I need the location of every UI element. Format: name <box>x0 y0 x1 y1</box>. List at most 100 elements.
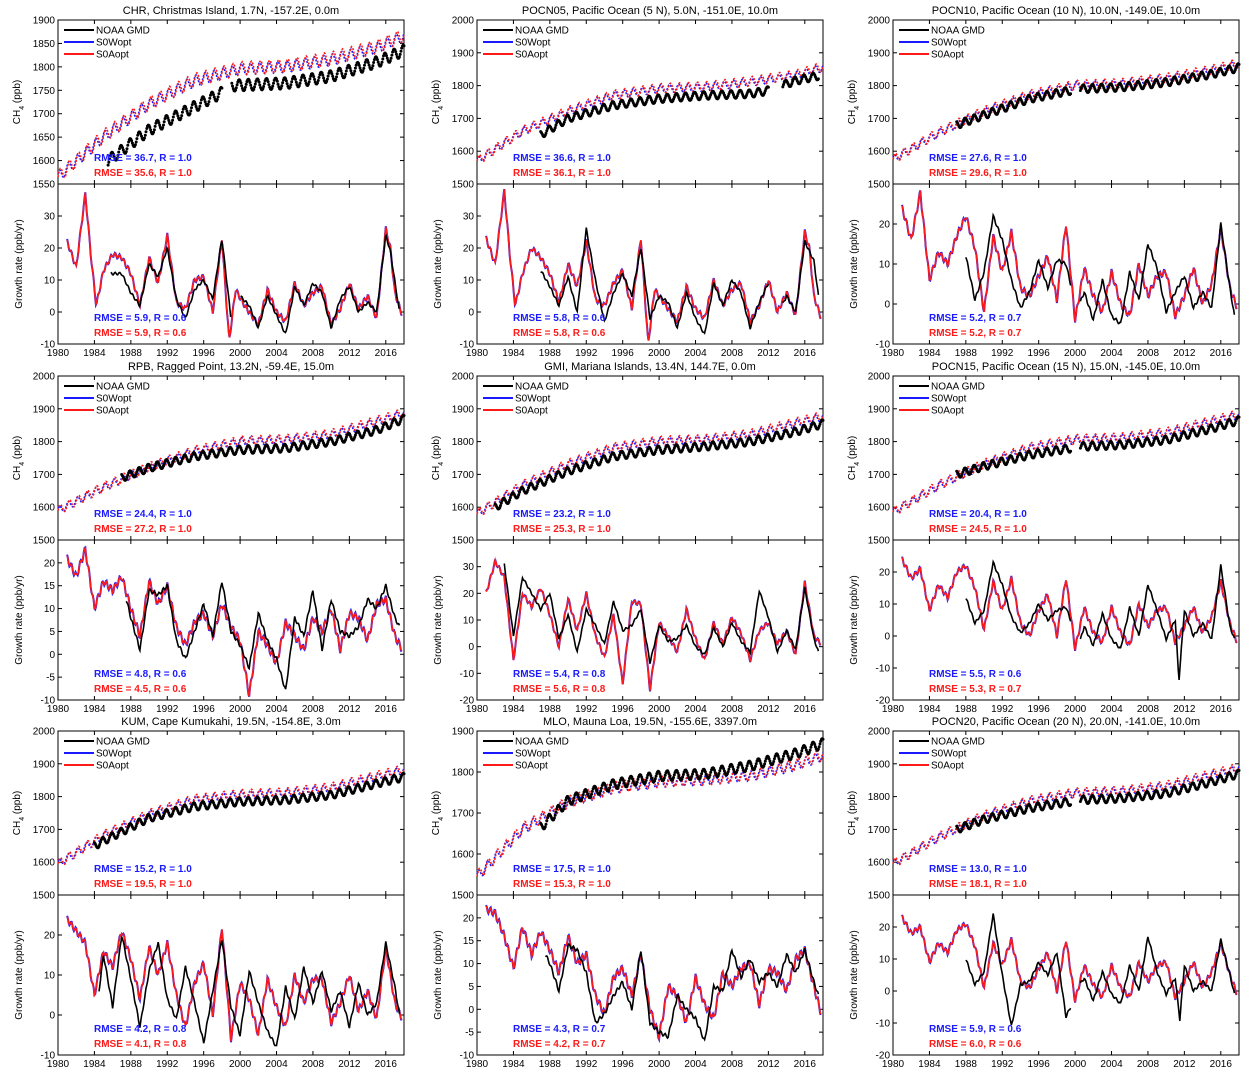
x-tick-label: 1988 <box>120 704 143 715</box>
data-point <box>562 472 566 476</box>
rmse-stat-s0aopt: RMSE = 36.1, R = 1.0 <box>513 168 611 179</box>
data-point <box>552 816 556 820</box>
data-point <box>281 81 285 85</box>
panel-title: MLO, Mauna Loa, 19.5N, -155.6E, 3397.0m <box>543 716 757 728</box>
concentration-plot: 1500 1600 1700 1800 1900 2000 CH4 (ppb) NOAA GM… <box>431 372 825 547</box>
data-point <box>371 64 375 68</box>
panel-title: KUM, Cape Kumukahi, 19.5N, -154.8E, 3.0m <box>121 716 341 728</box>
x-tick-label: 1996 <box>612 1059 635 1070</box>
rmse-stat-s0wopt: RMSE = 36.7, R = 1.0 <box>94 153 192 164</box>
x-tick-label: 1988 <box>120 1059 143 1070</box>
data-point <box>517 493 521 497</box>
x-tick-label: 2004 <box>684 348 707 359</box>
data-point <box>508 498 512 502</box>
data-point <box>817 745 821 749</box>
rmse-stat-s0aopt: RMSE = 18.1, R = 1.0 <box>929 879 1027 890</box>
data-point <box>106 163 110 167</box>
y-tick-label: 15 <box>44 581 56 592</box>
y-tick-label: 1600 <box>33 858 56 869</box>
data-point <box>153 124 157 128</box>
y-tick-label: 1500 <box>452 180 475 191</box>
data-point <box>700 772 704 776</box>
data-point <box>136 133 140 137</box>
data-point <box>180 114 184 118</box>
data-point <box>553 476 557 480</box>
y-tick-label: 1600 <box>452 850 475 861</box>
rmse-stat-s0aopt: RMSE = 5.3, R = 0.7 <box>929 684 1022 695</box>
station-panel: POCN20, Pacific Ocean (20 N), 20.0N, -14… <box>847 716 1241 1070</box>
rmse-stat-s0wopt: RMSE = 5.9, R = 0.6 <box>929 1024 1022 1035</box>
y-tick-label: -10 <box>41 696 56 707</box>
data-point <box>758 759 762 763</box>
y-tick-label: 5 <box>49 627 55 638</box>
growth-rate-plot: -10 -5 0 5 10 15 20 1980 1984 1988 1992 1996 2000 200… <box>433 894 824 1070</box>
data-point <box>335 72 339 76</box>
growth-rate-plot: -10 0 10 20 1980 1984 1988 1992 1996 2000 2004 2008… <box>14 894 405 1070</box>
y-tick-label: 1800 <box>452 81 475 92</box>
series-noaa-conc <box>955 768 1241 834</box>
data-point <box>284 79 288 83</box>
data-point <box>133 143 137 147</box>
data-point <box>125 475 129 479</box>
y-tick-label: 1700 <box>452 809 475 820</box>
x-tick-label: 1980 <box>47 704 70 715</box>
data-point <box>649 774 653 778</box>
series-s0wopt-conc <box>892 61 1240 161</box>
x-tick-label: 2000 <box>229 348 252 359</box>
data-point <box>526 488 530 492</box>
data-point <box>313 77 316 81</box>
y-tick-label: 1700 <box>452 114 475 125</box>
data-point <box>717 772 721 775</box>
series-s0aopt-growth <box>66 916 403 1042</box>
data-point <box>544 131 548 135</box>
y-tick-label: 20 <box>44 558 56 569</box>
data-point <box>199 101 203 105</box>
x-tick-label: 1992 <box>156 704 179 715</box>
data-point <box>389 56 393 60</box>
data-point <box>108 835 112 839</box>
data-point <box>334 77 338 81</box>
y-tick-label: 10 <box>463 616 475 627</box>
series-s0wopt-conc <box>892 412 1240 514</box>
panel-title: POCN15, Pacific Ocean (15 N), 15.0N, -14… <box>932 361 1200 373</box>
x-tick-label: 2000 <box>648 704 671 715</box>
y-tick-label: 1900 <box>452 727 475 738</box>
data-point <box>303 76 307 80</box>
plot-frame <box>476 183 824 345</box>
data-point <box>799 752 803 756</box>
y-tick-label: 30 <box>463 562 475 573</box>
data-point <box>744 767 748 770</box>
station-panel: POCN10, Pacific Ocean (10 N), 10.0N, -14… <box>847 5 1241 359</box>
x-tick-label: 1992 <box>575 704 598 715</box>
data-point <box>231 84 234 88</box>
x-tick-label: 1988 <box>120 348 143 359</box>
series-noaa-conc <box>539 71 820 139</box>
data-point <box>735 768 739 772</box>
y-tick-label: 1500 <box>868 536 891 547</box>
y-axis-label: Growth rate (ppb/yr) <box>849 930 860 1019</box>
data-point <box>162 120 166 124</box>
x-tick-label: 1996 <box>193 704 216 715</box>
data-point <box>144 130 148 134</box>
x-tick-label: 2016 <box>794 704 817 715</box>
x-tick-label: 2004 <box>265 704 288 715</box>
concentration-plot: 1500 1600 1700 1800 1900 2000 CH4 (ppb) NOAA GM… <box>12 372 406 547</box>
x-tick-label: 2000 <box>1064 1059 1087 1070</box>
x-tick-label: 1996 <box>1028 1059 1051 1070</box>
x-tick-label: 1992 <box>156 348 179 359</box>
data-point <box>754 762 758 766</box>
data-point <box>554 123 558 127</box>
y-tick-label: 2000 <box>868 372 891 383</box>
y-tick-label: 1500 <box>868 891 891 902</box>
y-tick-label: 0 <box>49 650 55 661</box>
series-s0wopt-conc <box>476 413 824 515</box>
x-tick-label: 1996 <box>1028 348 1051 359</box>
y-tick-label: -10 <box>41 1051 56 1062</box>
data-point <box>143 819 147 823</box>
data-point <box>290 80 294 84</box>
y-tick-label: -5 <box>46 673 55 684</box>
data-point <box>344 72 348 76</box>
station-panel: KUM, Cape Kumukahi, 19.5N, -154.8E, 3.0m… <box>12 716 406 1070</box>
